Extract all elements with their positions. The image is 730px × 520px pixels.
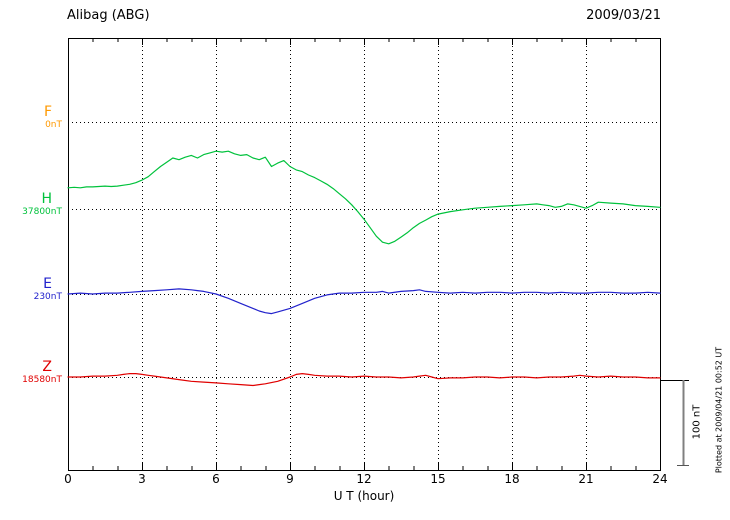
component-baseline-value-Z: 18580nT — [22, 375, 62, 385]
x-tick-label-15: 15 — [430, 472, 446, 486]
x-tick-label-18: 18 — [504, 472, 520, 486]
station-title: Alibag (ABG) — [67, 8, 150, 23]
component-letter-Z: Z — [42, 359, 52, 375]
component-label-Z: Z 18580nT — [2, 359, 62, 385]
component-baseline-value-E: 230nT — [33, 292, 62, 302]
trace-Z — [67, 373, 661, 387]
trace-E — [67, 288, 661, 315]
component-label-H: H 37800nT — [2, 191, 62, 217]
component-label-F: F 0nT — [2, 104, 62, 130]
component-baseline-value-F: 0nT — [45, 120, 62, 130]
scale-bar-label: 100 nT — [691, 404, 703, 440]
x-tick-label-6: 6 — [212, 472, 220, 486]
component-label-E: E 230nT — [2, 276, 62, 302]
x-axis-title: U T (hour) — [333, 489, 395, 503]
x-tick-label-24: 24 — [652, 472, 668, 486]
x-tick-label-12: 12 — [356, 472, 372, 486]
plot-date: 2009/03/21 — [586, 8, 661, 23]
axis-ticks — [68, 38, 661, 470]
plot-frame — [68, 38, 661, 471]
x-tick-label-9: 9 — [286, 472, 294, 486]
scale-bar — [660, 380, 689, 466]
component-baseline-value-H: 37800nT — [22, 207, 62, 217]
component-letter-E: E — [43, 276, 52, 292]
x-tick-label-21: 21 — [578, 472, 594, 486]
component-letter-H: H — [41, 191, 52, 207]
x-tick-label-3: 3 — [138, 472, 146, 486]
component-letter-F: F — [43, 104, 52, 120]
trace-H — [67, 150, 661, 245]
gridlines — [68, 38, 660, 470]
plot-timestamp-note: Plotted at 2009/04/21 00:52 UT — [714, 346, 724, 474]
x-tick-label-0: 0 — [64, 472, 72, 486]
